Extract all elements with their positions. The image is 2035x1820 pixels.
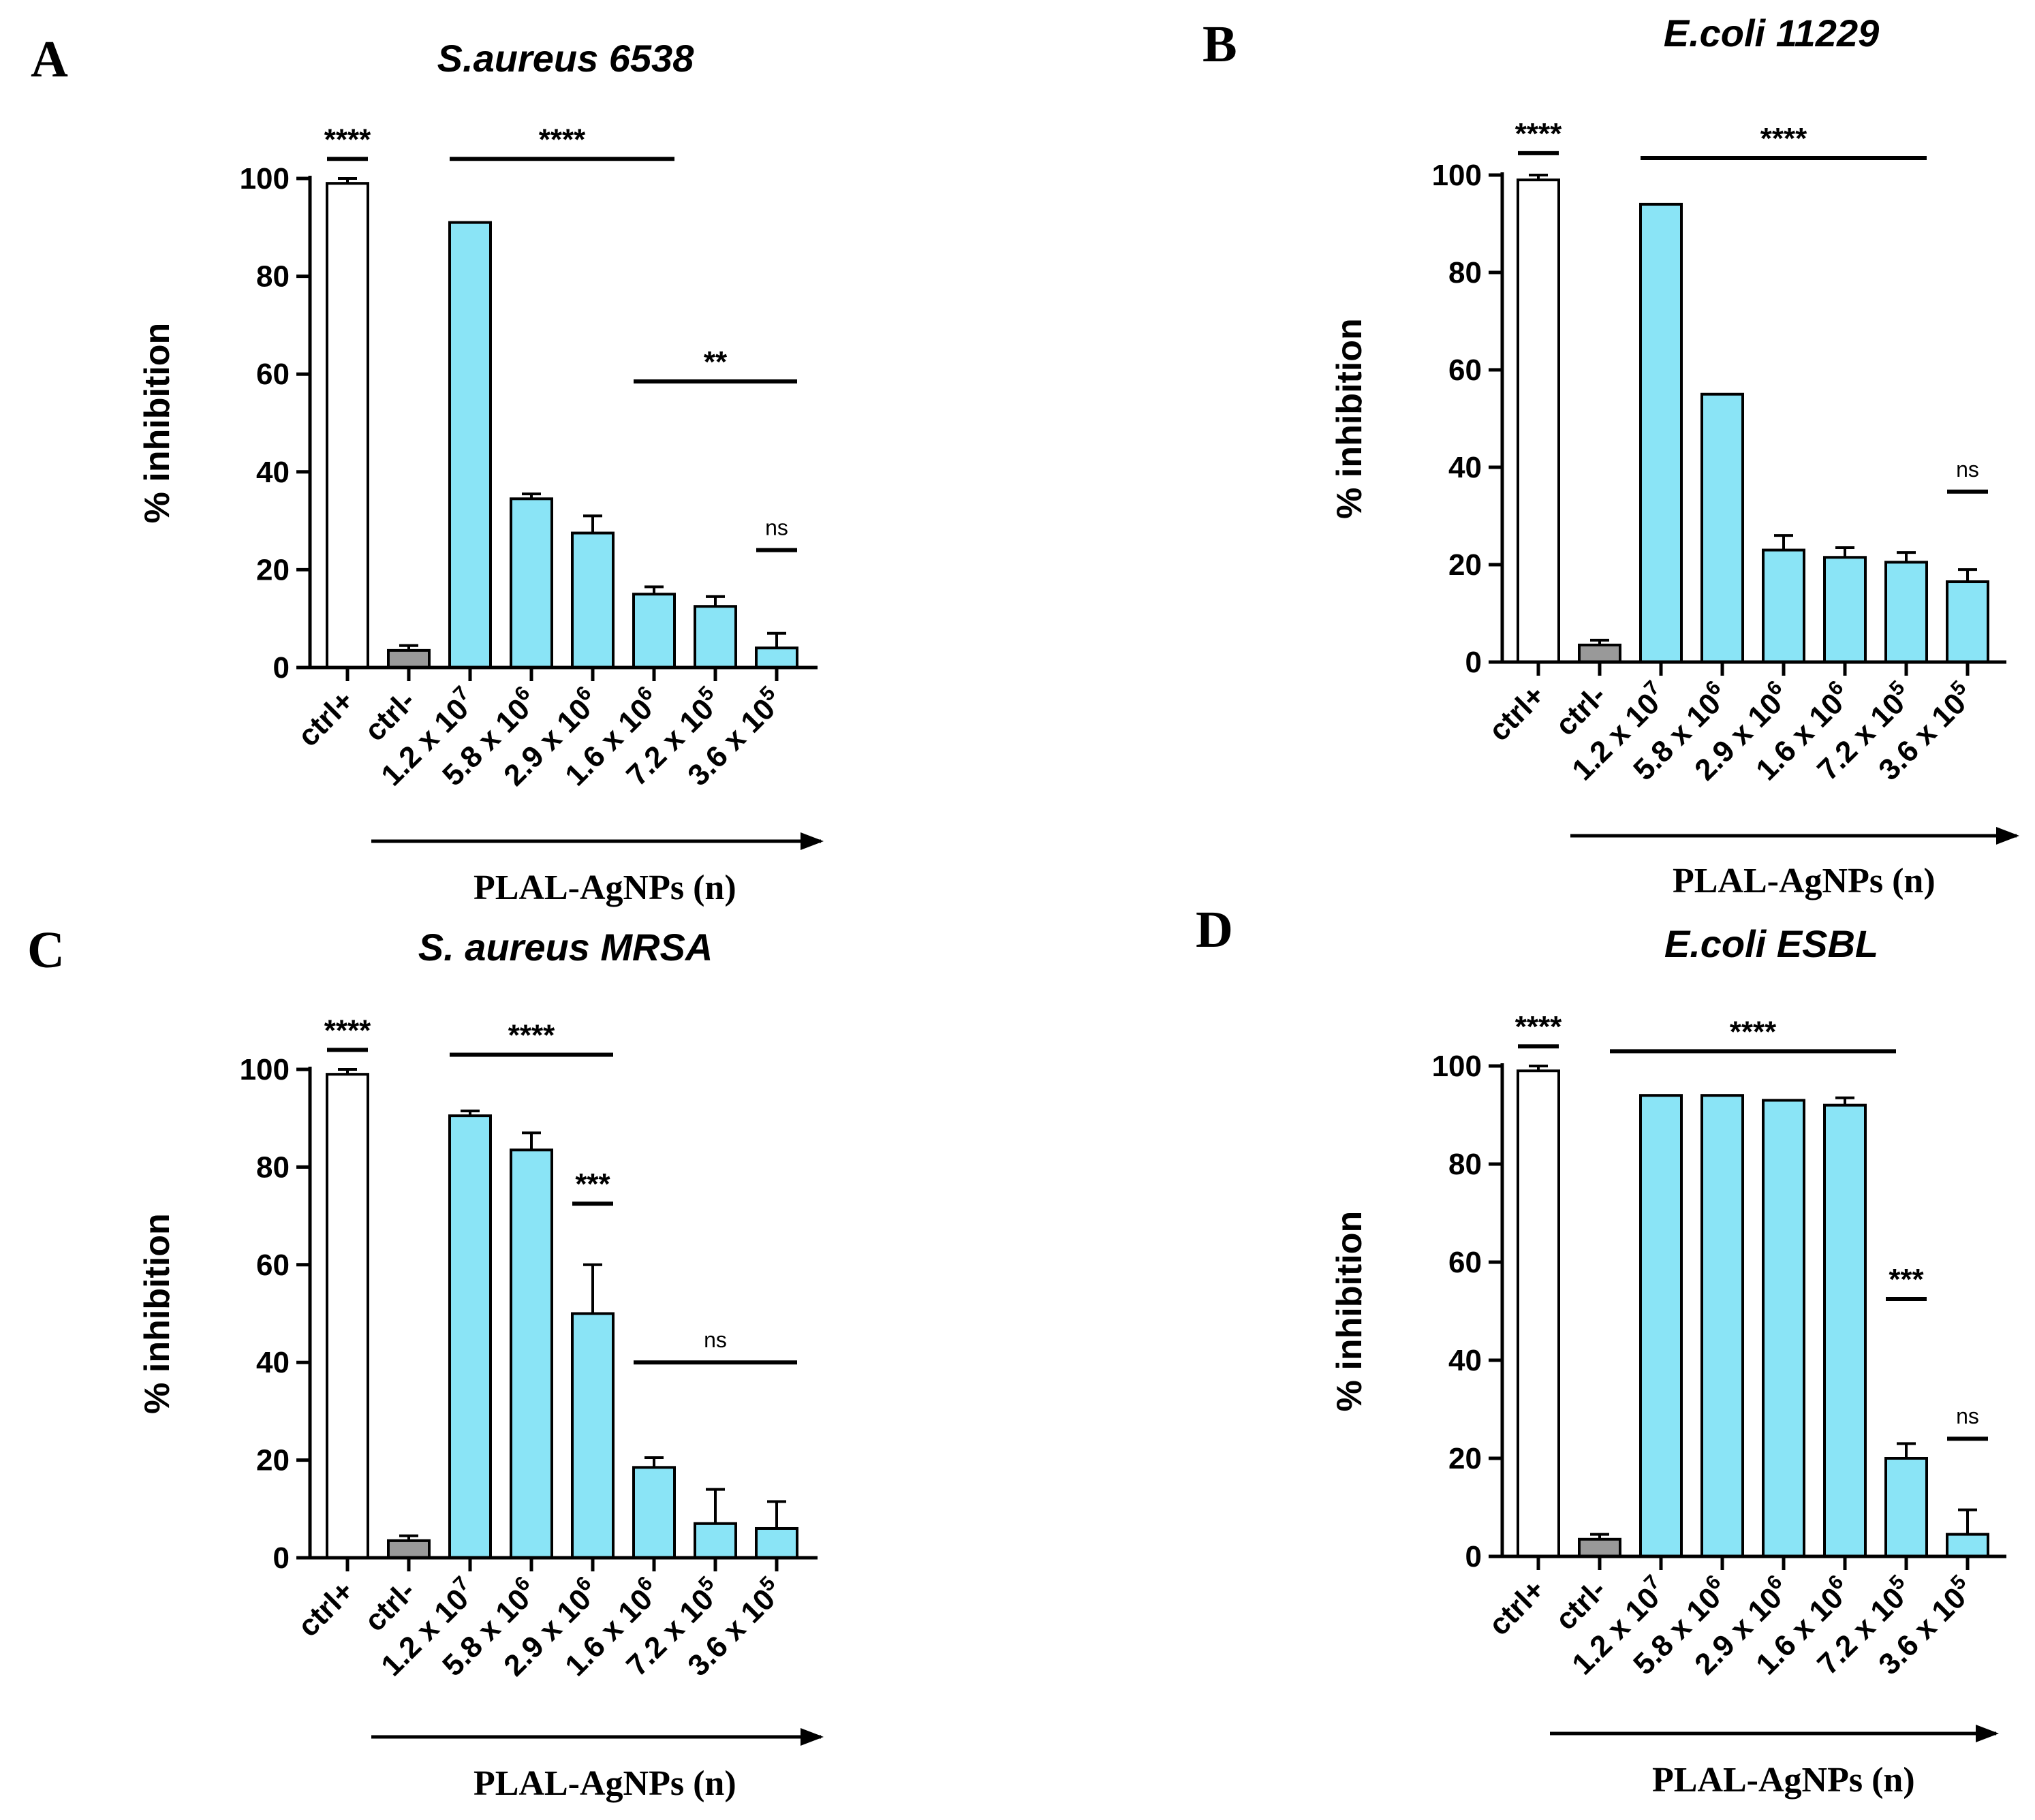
- significance-label: ****: [539, 123, 586, 156]
- x-axis-caption: PLAL-AgNPs (n): [473, 868, 736, 907]
- y-tick-label: 40: [1448, 1344, 1482, 1377]
- y-tick-label: 80: [256, 260, 290, 294]
- y-tick-label: 0: [273, 1541, 290, 1575]
- significance-label: ****: [324, 123, 371, 156]
- panel-letter: A: [31, 31, 68, 88]
- y-tick-label: 60: [1448, 354, 1482, 387]
- bar: [1639, 202, 1683, 663]
- panel-letter: D: [1196, 901, 1233, 958]
- bar: [1700, 1094, 1744, 1558]
- chart-panel-a: A S.aureus 6538 % inhibition 0 20 40 60 80 100 ct…: [31, 31, 824, 907]
- y-tick-label: 0: [1465, 1540, 1482, 1573]
- chart-title: S.aureus 6538: [437, 37, 695, 80]
- significance-label: ***: [1889, 1263, 1924, 1296]
- bar: [1884, 561, 1928, 663]
- bar: [510, 1148, 553, 1560]
- significance-label: ****: [1515, 117, 1562, 151]
- y-tick-label: 0: [1465, 646, 1482, 679]
- y-axis-label: % inhibition: [1330, 318, 1369, 519]
- bar: [694, 605, 737, 669]
- x-tick-label: ctrl+: [1482, 1573, 1551, 1642]
- bar: [326, 1073, 369, 1560]
- y-tick-label: 100: [240, 162, 290, 195]
- bar: [694, 1522, 737, 1560]
- significance-label: ****: [508, 1018, 555, 1052]
- bar: [571, 531, 615, 669]
- y-tick-label: 20: [256, 553, 290, 586]
- significance-label: ****: [324, 1014, 371, 1047]
- panel-letter: B: [1202, 16, 1237, 73]
- chart-panel-b: B E.coli 11229 % inhibition 0 20 40 60 80 100 ctr…: [1202, 12, 2019, 900]
- x-tick-label: ctrl+: [292, 1574, 360, 1643]
- significance-label: **: [704, 345, 728, 379]
- bar: [1517, 1069, 1560, 1558]
- panel-letter: C: [27, 922, 65, 979]
- y-axis-label: % inhibition: [138, 1213, 177, 1414]
- chart-panel-d: D E.coli ESBL % inhibition 0 20 40 60 80 100 ctrl…: [1196, 901, 2006, 1800]
- bar: [1578, 1537, 1621, 1558]
- x-tick-label: ctrl+: [1482, 678, 1551, 747]
- y-tick-label: 40: [256, 456, 290, 489]
- significance-label: ns: [1956, 457, 1979, 482]
- significance-label: ns: [765, 516, 788, 540]
- bar: [1762, 1099, 1805, 1558]
- bar: [448, 221, 492, 669]
- chart-title: S. aureus MRSA: [418, 926, 713, 969]
- y-tick-label: 80: [1448, 1148, 1482, 1181]
- bar: [1517, 178, 1560, 663]
- significance-label: ****: [1730, 1015, 1777, 1048]
- y-tick-label: 20: [1448, 1442, 1482, 1475]
- significance-label: ***: [575, 1167, 610, 1201]
- bar: [448, 1114, 492, 1559]
- bar: [632, 1466, 676, 1559]
- y-tick-label: 100: [1432, 159, 1482, 192]
- y-tick-label: 0: [273, 651, 290, 685]
- y-tick-label: 60: [256, 358, 290, 391]
- bar: [1823, 556, 1867, 664]
- significance-label: ****: [1515, 1010, 1562, 1044]
- y-tick-label: 40: [256, 1346, 290, 1379]
- bar: [1946, 1533, 1989, 1558]
- bar: [510, 497, 553, 669]
- bar: [387, 648, 431, 669]
- bar: [632, 593, 676, 669]
- y-axis-label: % inhibition: [1330, 1211, 1369, 1412]
- chart-panel-c: C S. aureus MRSA % inhibition 0 20 40 60 80 100 c…: [27, 922, 824, 1803]
- x-axis-caption: PLAL-AgNPs (n): [1652, 1761, 1915, 1800]
- bar: [1946, 580, 1989, 664]
- significance-label: ns: [1956, 1404, 1979, 1428]
- y-tick-label: 60: [1448, 1246, 1482, 1279]
- bar: [755, 1526, 798, 1559]
- y-tick-label: 80: [256, 1150, 290, 1184]
- bar: [326, 182, 369, 669]
- chart-title: E.coli ESBL: [1664, 922, 1878, 965]
- y-tick-label: 40: [1448, 451, 1482, 484]
- y-tick-label: 20: [256, 1444, 290, 1477]
- x-axis-caption: PLAL-AgNPs (n): [1673, 862, 1936, 900]
- bar: [755, 646, 798, 670]
- bar: [1884, 1457, 1928, 1558]
- bar: [1823, 1103, 1867, 1558]
- bar: [1578, 643, 1621, 663]
- bar: [1639, 1094, 1683, 1558]
- significance-label: ****: [1760, 122, 1807, 155]
- x-axis-caption: PLAL-AgNPs (n): [473, 1764, 736, 1803]
- bar: [387, 1539, 431, 1560]
- y-axis-label: % inhibition: [138, 323, 177, 524]
- y-tick-label: 20: [1448, 548, 1482, 582]
- bar: [1700, 392, 1744, 663]
- y-tick-label: 100: [240, 1053, 290, 1086]
- significance-label: ns: [704, 1328, 727, 1352]
- bar: [571, 1312, 615, 1559]
- bar: [1762, 548, 1805, 663]
- x-tick-label: ctrl+: [292, 684, 360, 753]
- y-tick-label: 80: [1448, 256, 1482, 289]
- y-tick-label: 60: [256, 1249, 290, 1282]
- y-tick-label: 100: [1432, 1050, 1482, 1083]
- chart-title: E.coli 11229: [1664, 12, 1880, 54]
